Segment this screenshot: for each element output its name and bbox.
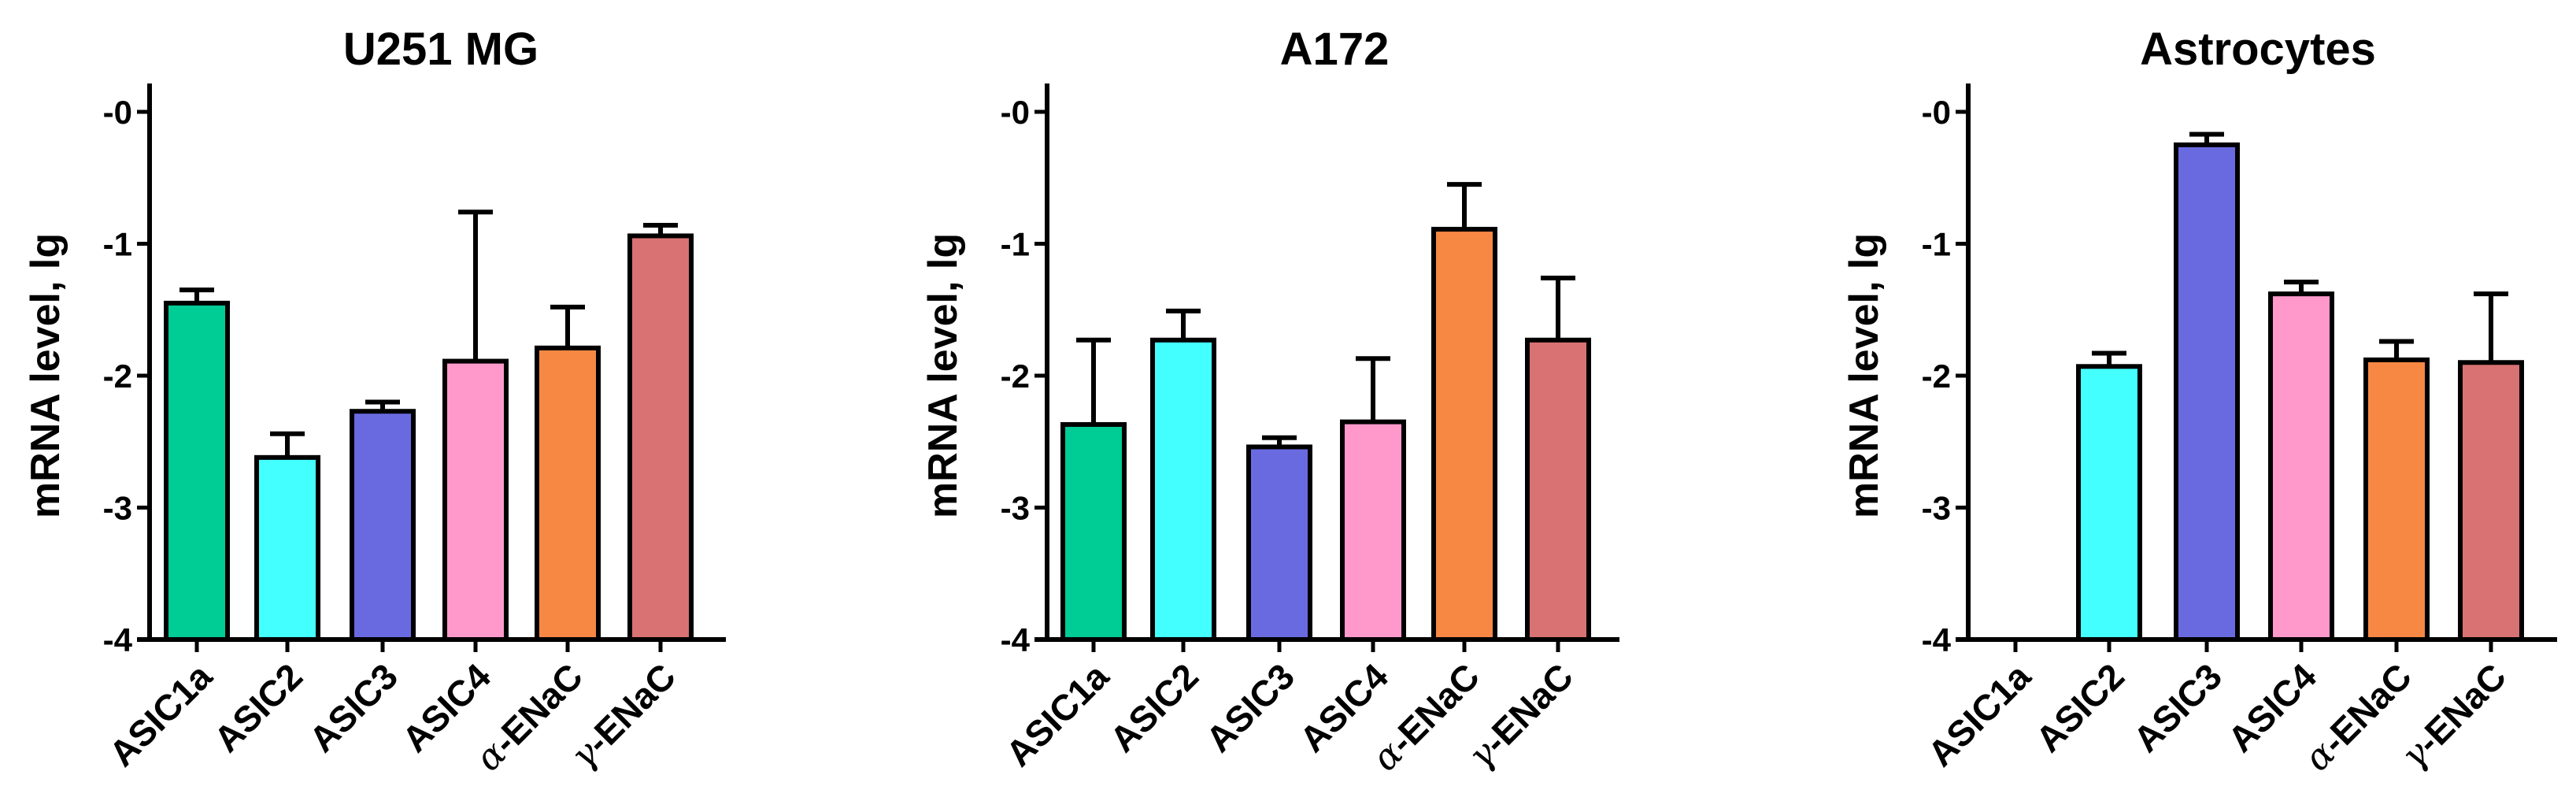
bar (2363, 357, 2430, 642)
y-tick-label: -4 (1922, 621, 1952, 658)
chart-title: A172 (1280, 24, 1390, 75)
y-tick-label: -4 (103, 621, 133, 658)
x-tick-label: γ-ENaC (562, 655, 684, 777)
x-tick-text: ASIC1a (1919, 655, 2038, 774)
x-tick-label: ASIC2 (2027, 655, 2132, 760)
bar (1340, 419, 1406, 642)
x-tick-label: ASIC3 (1197, 655, 1302, 760)
bar (1431, 227, 1497, 642)
chart-title: Astrocytes (2140, 24, 2376, 75)
y-axis-label: mRNA level, lg (1841, 233, 1887, 518)
y-tick-label: -2 (1922, 358, 1951, 395)
x-tick-text: ASIC1a (997, 655, 1116, 774)
x-tick-text: ASIC2 (2027, 655, 2132, 760)
x-tick-label: ASIC1a (1919, 655, 2038, 774)
x-tick-label: ASIC2 (205, 655, 310, 760)
y-tick-label: -0 (1001, 94, 1030, 131)
bar (350, 409, 416, 642)
x-tick-label: γ-ENaC (1460, 655, 1582, 777)
x-tick-text: ASIC3 (301, 655, 405, 760)
bar (164, 300, 230, 642)
x-tick-text: ASIC2 (205, 655, 310, 760)
bar (2268, 291, 2334, 642)
bar (2076, 364, 2142, 642)
y-axis-label: mRNA level, lg (920, 233, 966, 518)
y-tick-label: -1 (1001, 226, 1030, 263)
bar (2174, 142, 2240, 642)
x-tick-label: ASIC2 (1101, 655, 1206, 760)
bar (1246, 444, 1312, 643)
y-axis-label: mRNA level, lg (23, 233, 68, 518)
bar (442, 358, 509, 642)
x-tick-label: α-ENaC (2296, 655, 2420, 780)
y-tick-label: -0 (103, 94, 132, 131)
y-tick-label: -2 (103, 358, 132, 395)
x-tick-text: ASIC3 (1197, 655, 1302, 760)
bar (1060, 421, 1127, 642)
chart-title: U251 MG (343, 24, 539, 75)
bar (2458, 360, 2524, 642)
x-tick-text: ASIC2 (1101, 655, 1206, 760)
x-tick-label: ASIC1a (101, 655, 220, 774)
bar (1150, 337, 1216, 642)
y-tick-label: -4 (1001, 621, 1031, 658)
x-tick-label: γ-ENaC (2393, 655, 2515, 777)
x-tick-label: ASIC3 (301, 655, 405, 760)
y-tick-label: -3 (1922, 490, 1951, 527)
x-tick-text: ASIC3 (2125, 655, 2230, 760)
x-tick-text: -ENaC (1475, 655, 1581, 761)
bar (1525, 337, 1591, 642)
bar (627, 233, 694, 642)
x-tick-text: ASIC1a (101, 655, 220, 774)
x-tick-text: -ENaC (578, 655, 683, 761)
x-tick-label: ASIC1a (997, 655, 1116, 774)
chart-panel: Astrocytes mRNA level, lg -0 -1 -2 -3 -4ASIC1a… (1841, 24, 2557, 779)
bar (254, 454, 320, 642)
y-tick-label: -0 (1922, 94, 1951, 131)
bar (535, 345, 601, 642)
x-tick-label: ASIC3 (2125, 655, 2230, 760)
y-tick-label: -1 (1922, 226, 1951, 263)
chart-panel: A172 mRNA level, lg -0 -1 -2 -3 -4ASIC1aASIC2A… (920, 24, 1619, 779)
y-tick-label: -3 (1001, 490, 1030, 527)
y-tick-label: -3 (103, 490, 132, 527)
x-tick-text: -ENaC (2408, 655, 2514, 761)
y-tick-label: -2 (1001, 358, 1030, 395)
y-tick-label: -1 (103, 226, 132, 263)
